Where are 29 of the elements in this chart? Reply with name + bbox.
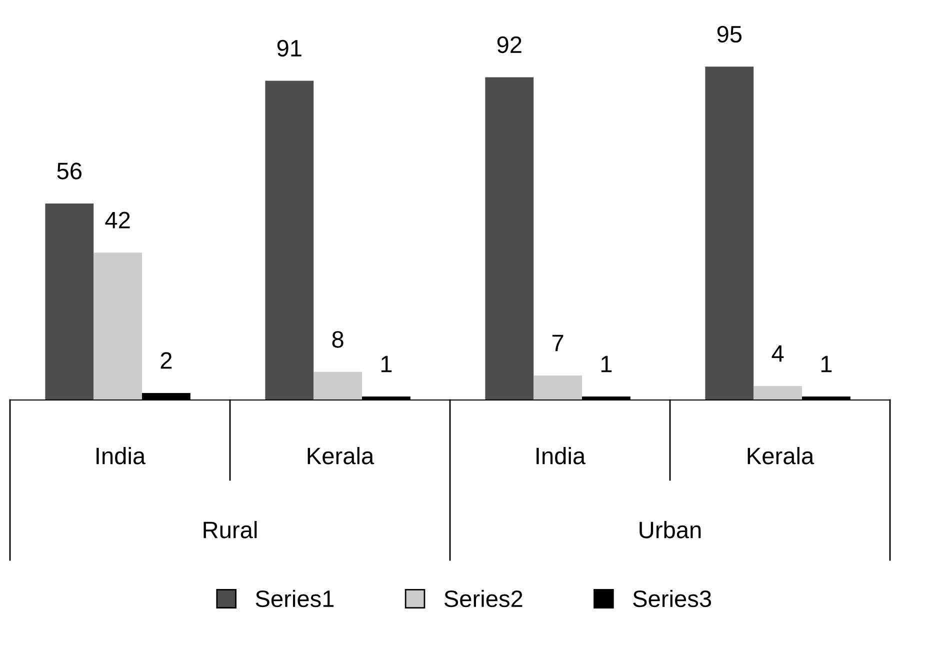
text: Rural — [204, 520, 257, 538]
data-label: 1 — [381, 356, 392, 372]
legend-label: Series3 — [633, 590, 712, 608]
bar — [94, 252, 142, 400]
legend-label: Series1 — [256, 590, 334, 608]
data-label: 56 — [57, 162, 82, 180]
bar — [705, 66, 754, 400]
x-tick-label: Kerala — [308, 446, 374, 464]
bar — [534, 375, 582, 400]
data-label: 7 — [552, 334, 564, 352]
x-tick-label: India — [96, 446, 146, 464]
bar — [485, 77, 534, 400]
legend-label: Series2 — [444, 590, 522, 608]
x-tick-label: Kerala — [748, 446, 814, 464]
data-label: 95 — [717, 26, 742, 43]
bar — [265, 80, 314, 400]
data-label: 2 — [160, 352, 172, 369]
bar — [314, 372, 362, 400]
text: Urban — [640, 520, 701, 538]
data-label: 42 — [105, 212, 130, 228]
data-label: 4 — [772, 345, 784, 362]
bar — [45, 204, 94, 400]
data-label: 1 — [601, 356, 612, 372]
data-label: 1 — [821, 356, 832, 372]
x-tick-label: India — [536, 446, 586, 464]
data-label: 91 — [277, 40, 302, 57]
data-label: 92 — [497, 36, 522, 54]
bar — [754, 386, 802, 400]
data-label: 8 — [332, 331, 344, 348]
